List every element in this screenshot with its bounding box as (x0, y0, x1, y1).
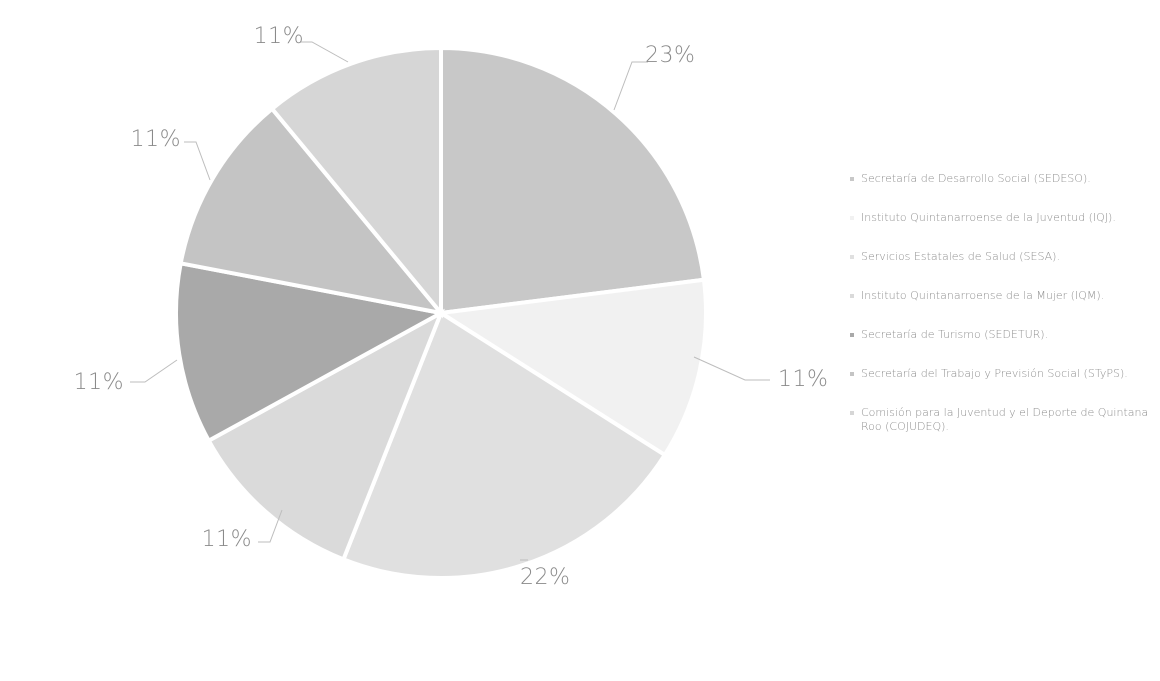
leader-line (300, 41, 349, 63)
legend-marker (850, 216, 854, 220)
pie-slice (340, 310, 668, 580)
pie-slice (178, 105, 447, 317)
legend-marker (850, 255, 854, 259)
pie-slice (174, 261, 447, 444)
pie-slices (174, 45, 708, 580)
leader-line (613, 61, 648, 111)
legend-marker (850, 177, 854, 181)
legend-marker (850, 294, 854, 298)
legend-item: Instituto Quintanarroense de la Mujer (I… (850, 289, 1150, 328)
slice-percent-label: 11% (131, 127, 181, 152)
slice-percent-label: 11% (254, 24, 304, 49)
legend-item: Servicios Estatales de Salud (SESA). (850, 250, 1150, 289)
legend-marker (850, 333, 854, 337)
pie-slice (269, 45, 443, 319)
legend-marker (850, 372, 854, 376)
legend-item: Secretaría de Desarrollo Social (SEDESO)… (850, 172, 1150, 211)
legend-item: Secretaría de Turismo (SEDETUR). (850, 328, 1150, 367)
legend-marker (850, 411, 854, 415)
pie-slice (435, 277, 708, 458)
slice-percent-label: 11% (778, 367, 828, 392)
legend-label: Secretaría de Turismo (SEDETUR). (861, 328, 1049, 341)
legend-label: Servicios Estatales de Salud (SESA). (861, 250, 1060, 263)
leader-line (184, 141, 211, 181)
slice-percent-label: 23% (645, 43, 695, 68)
legend-label: Instituto Quintanarroense de la Mujer (I… (861, 289, 1105, 302)
legend-label: Comisión para la Juventud y el Deporte d… (861, 406, 1149, 433)
slice-percent-label: 11% (74, 370, 124, 395)
legend: Secretaría de Desarrollo Social (SEDESO)… (850, 172, 1150, 450)
pie-slice (206, 308, 445, 562)
legend-label: Secretaría de Desarrollo Social (SEDESO)… (861, 172, 1091, 185)
legend-item: Secretaría del Trabajo y Previsión Socia… (850, 367, 1150, 406)
leader-lines (130, 41, 770, 561)
legend-label: Secretaría del Trabajo y Previsión Socia… (861, 367, 1128, 380)
legend-item: Instituto Quintanarroense de la Juventud… (850, 211, 1150, 250)
leader-line (693, 356, 770, 381)
leader-line (130, 359, 178, 383)
legend-item: Comisión para la Juventud y el Deporte d… (850, 406, 1150, 450)
pie-slice (439, 45, 707, 316)
slice-labels: 23% 11% 22% 11% 11% 11% 11% (74, 24, 828, 590)
slice-percent-label: 22% (520, 565, 570, 590)
leader-line (258, 509, 283, 543)
legend-label: Instituto Quintanarroense de la Juventud… (861, 211, 1116, 224)
slice-percent-label: 11% (202, 527, 252, 552)
